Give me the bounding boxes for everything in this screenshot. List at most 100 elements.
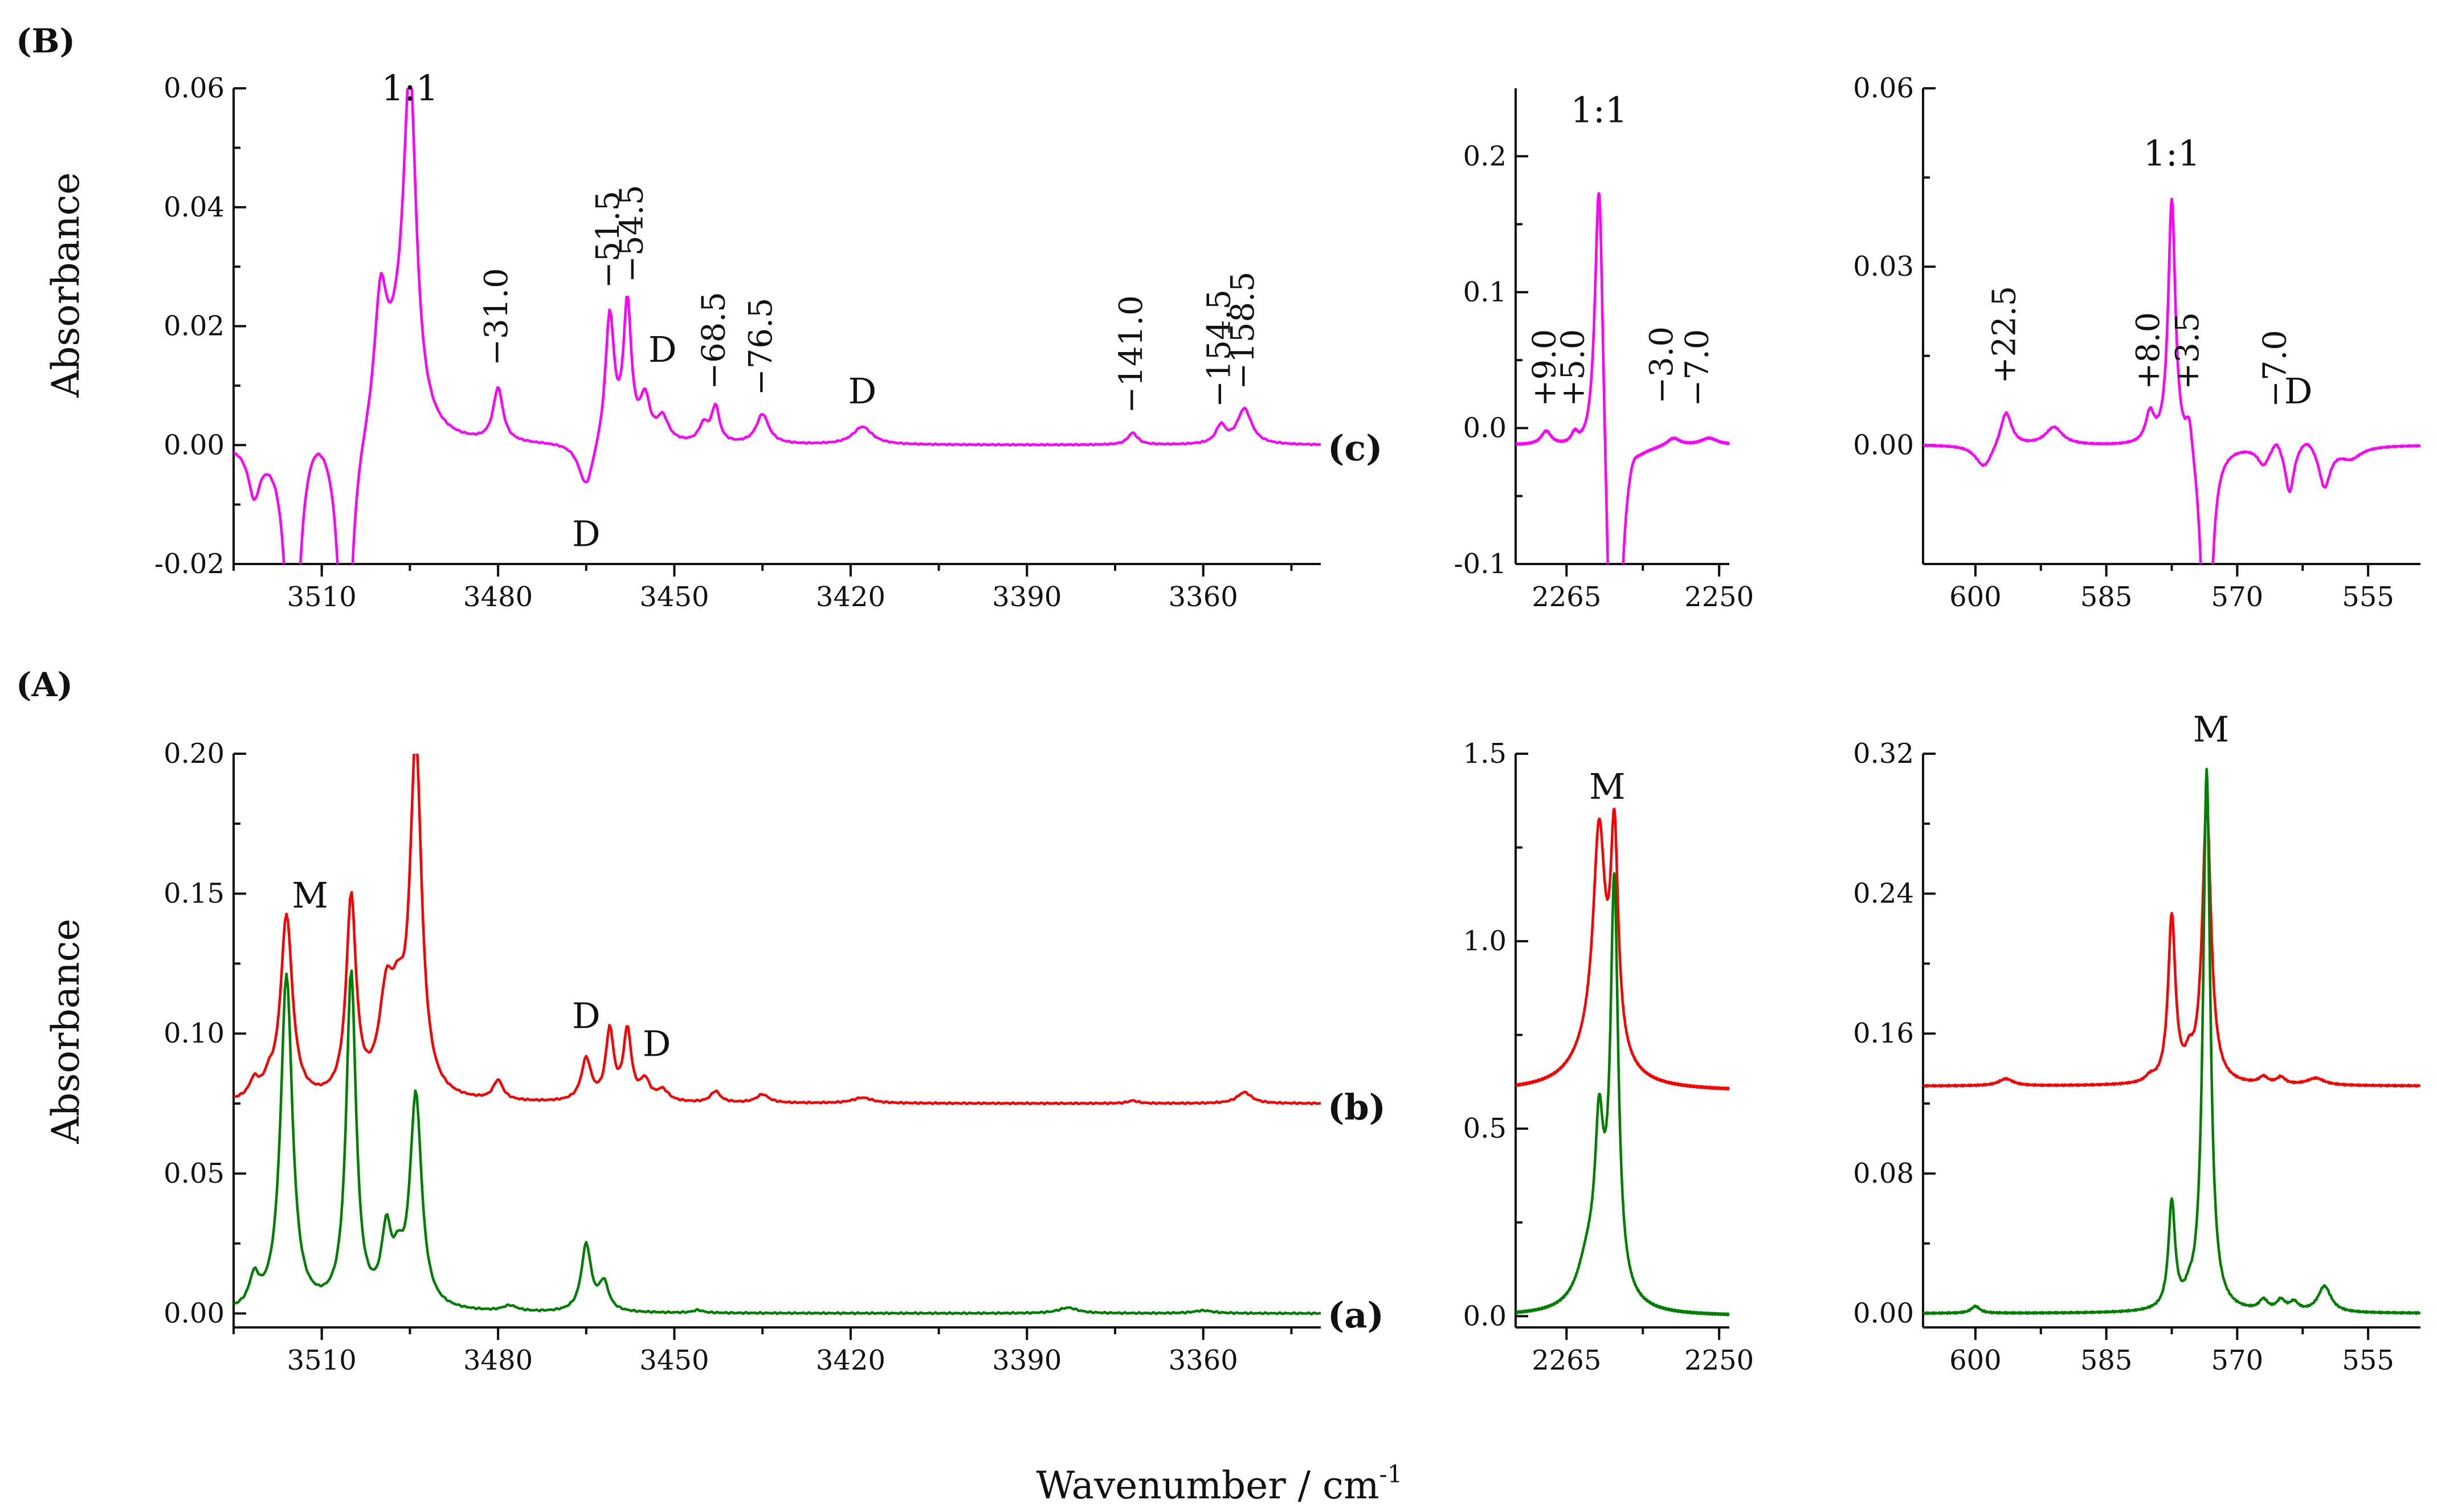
peak-annotation: +5.0	[1555, 329, 1592, 407]
y-tick-label: 0.03	[1853, 251, 1914, 283]
y-tick-label: 0.15	[164, 878, 224, 910]
y-tick-label: 0.1	[1463, 276, 1507, 308]
peak-annotation: −68.5	[696, 292, 733, 390]
y-tick-label: 0.00	[1853, 1297, 1914, 1329]
peak-annotation: −7.0	[2256, 330, 2293, 407]
peak-annotation: M	[1589, 766, 1625, 807]
panel-label-A: (A)	[16, 665, 73, 704]
x-tick-label: 3510	[287, 1345, 357, 1376]
x-tick-label: 3480	[463, 581, 533, 613]
x-tick-label: 2250	[1684, 581, 1754, 613]
chart-A2: 0.0 0.5 1.0 1.5 2265 2250 M	[1463, 738, 1754, 1376]
peak-annotation: −7.0	[1679, 329, 1716, 407]
peak-annotation: +22.5	[1986, 286, 2023, 384]
x-tick-label: 555	[2342, 581, 2394, 613]
y-tick-label: 0.24	[1853, 878, 1914, 910]
chart-B1: -0.02 0.00 0.02 0.04 0.06 3510 3480 3450 3420 339…	[154, 67, 1321, 613]
spectrum-a-A1	[234, 969, 1321, 1316]
y-tick-label: -0.1	[1454, 548, 1507, 580]
x-tick-label: 570	[2211, 1345, 2264, 1376]
y-tick-label: 0.08	[1853, 1158, 1914, 1190]
y-tick-label: 0.0	[1463, 1300, 1507, 1332]
x-tick-label: 3510	[287, 581, 357, 613]
peak-annotation: −54.5	[613, 185, 650, 283]
trace-label-b: (b)	[1328, 1086, 1386, 1128]
x-tick-label: 585	[2080, 1345, 2133, 1376]
x-tick-label: 585	[2080, 581, 2133, 613]
peak-annotation: M	[292, 874, 328, 916]
chart-B2: -0.1 0.0 0.1 0.2 2265 2250 1:1 +9.0+5.0 −3.0−7.0	[1454, 88, 1754, 613]
chart-A1: 0.00 0.05 0.10 0.15 0.20 3510 3480 3450 3420 3390…	[164, 738, 1321, 1376]
peak-annotation: −141.0	[1113, 295, 1150, 413]
spectrum-b-A2	[1516, 807, 1729, 1091]
y-tick-label: 0.02	[164, 310, 224, 342]
y-tick-label: 0.2	[1463, 140, 1507, 172]
x-tick-label: 3390	[992, 1345, 1062, 1376]
peak-annotation: −3.0	[1643, 326, 1680, 404]
x-tick-label: 570	[2211, 581, 2264, 613]
peak-annotation: D	[643, 1023, 671, 1065]
trace-label-c: (c)	[1328, 427, 1382, 469]
x-tick-label: 3450	[639, 581, 709, 613]
peak-annotation: −158.5	[1224, 272, 1262, 390]
y-tick-label: 0.00	[164, 1297, 224, 1329]
spectrum-a-A3	[1923, 767, 2420, 1315]
plots-layer: -0.02 0.00 0.02 0.04 0.06 3510 3480 3450 3420 339…	[154, 67, 2420, 1376]
x-tick-label: 3450	[639, 1345, 709, 1376]
y-tick-label: 1.0	[1463, 925, 1507, 957]
y-tick-label: -0.02	[154, 548, 224, 580]
peak-annotation: −51.5	[590, 191, 627, 289]
peak-annotation: D	[648, 329, 677, 370]
x-tick-label: 2265	[1532, 1345, 1601, 1376]
y-axis-label-B: Absorbance	[44, 172, 88, 398]
y-tick-label: 0.00	[164, 429, 224, 461]
peak-annotation: D	[848, 370, 877, 412]
y-tick-label: 0.32	[1853, 738, 1914, 770]
peak-annotation: −76.5	[742, 298, 779, 396]
x-tick-label: 600	[1949, 581, 2002, 613]
peak-annotation: +3.5	[2169, 312, 2206, 390]
spectrum-b-A3	[1923, 800, 2420, 1088]
peak-annotation: D	[572, 995, 601, 1036]
y-tick-label: 1.5	[1463, 738, 1507, 770]
x-tick-label: 2250	[1684, 1345, 1754, 1376]
x-tick-label: 3390	[992, 581, 1062, 613]
spectrum-c-B1	[234, 88, 1321, 564]
peak-annotation: −154.5	[1201, 289, 1238, 407]
x-axis-label-superscript: -1	[1379, 1460, 1403, 1488]
peak-annotation: M	[2193, 709, 2229, 750]
chart-B3: 0.00 0.03 0.06 600 585 570 555 1:1 +22.5 +8.0 +3.5…	[1853, 72, 2420, 613]
x-axis-label: Wavenumber / cm-1	[1036, 1460, 1403, 1507]
y-axis-label-A: Absorbance	[44, 918, 88, 1144]
trace-label-a: (a)	[1328, 1294, 1384, 1336]
x-tick-label: 3360	[1169, 581, 1238, 613]
x-tick-label: 3420	[816, 1345, 885, 1376]
spectrum-c-B2	[1516, 192, 1729, 564]
peak-annotation: −31.0	[478, 268, 515, 366]
peak-annotation: D	[2284, 370, 2313, 412]
y-tick-label: 0.5	[1463, 1113, 1507, 1145]
x-tick-label: 600	[1949, 1345, 2002, 1376]
x-axis-label-text: Wavenumber / cm	[1036, 1464, 1379, 1507]
y-tick-label: 0.20	[164, 738, 224, 770]
peak-annotation: 1:1	[1571, 89, 1628, 131]
peak-annotation: D	[572, 513, 601, 555]
x-tick-label: 3360	[1169, 1345, 1238, 1376]
peak-annotation: +8.0	[2130, 312, 2167, 390]
peak-annotation: 1:1	[2144, 133, 2201, 174]
y-tick-label: 0.06	[164, 72, 224, 104]
x-tick-label: 3420	[816, 581, 885, 613]
y-tick-label: 0.16	[1853, 1017, 1914, 1049]
x-tick-label: 2265	[1532, 581, 1601, 613]
spectrum-b-A1	[234, 754, 1321, 1106]
y-tick-label: 0.0	[1463, 412, 1507, 444]
x-tick-label: 3480	[463, 1345, 533, 1376]
spectrum-a-A2	[1516, 872, 1729, 1317]
chart-A3: 0.00 0.08 0.16 0.24 0.32 600 585 570 555 M	[1853, 709, 2420, 1376]
y-tick-label: 0.04	[164, 191, 224, 223]
peak-annotation: +9.0	[1526, 329, 1564, 407]
y-tick-label: 0.06	[1853, 72, 1914, 104]
y-tick-label: 0.10	[164, 1017, 224, 1049]
x-tick-label: 555	[2342, 1345, 2394, 1376]
